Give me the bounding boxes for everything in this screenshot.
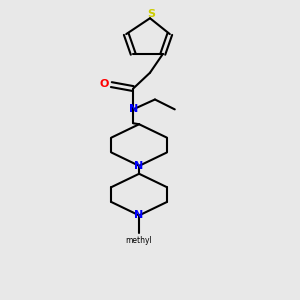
Text: S: S [147, 9, 155, 19]
Text: N: N [128, 104, 138, 114]
Text: O: O [100, 79, 109, 88]
Text: N: N [134, 210, 144, 220]
Text: methyl: methyl [126, 236, 152, 245]
Text: N: N [134, 161, 144, 171]
